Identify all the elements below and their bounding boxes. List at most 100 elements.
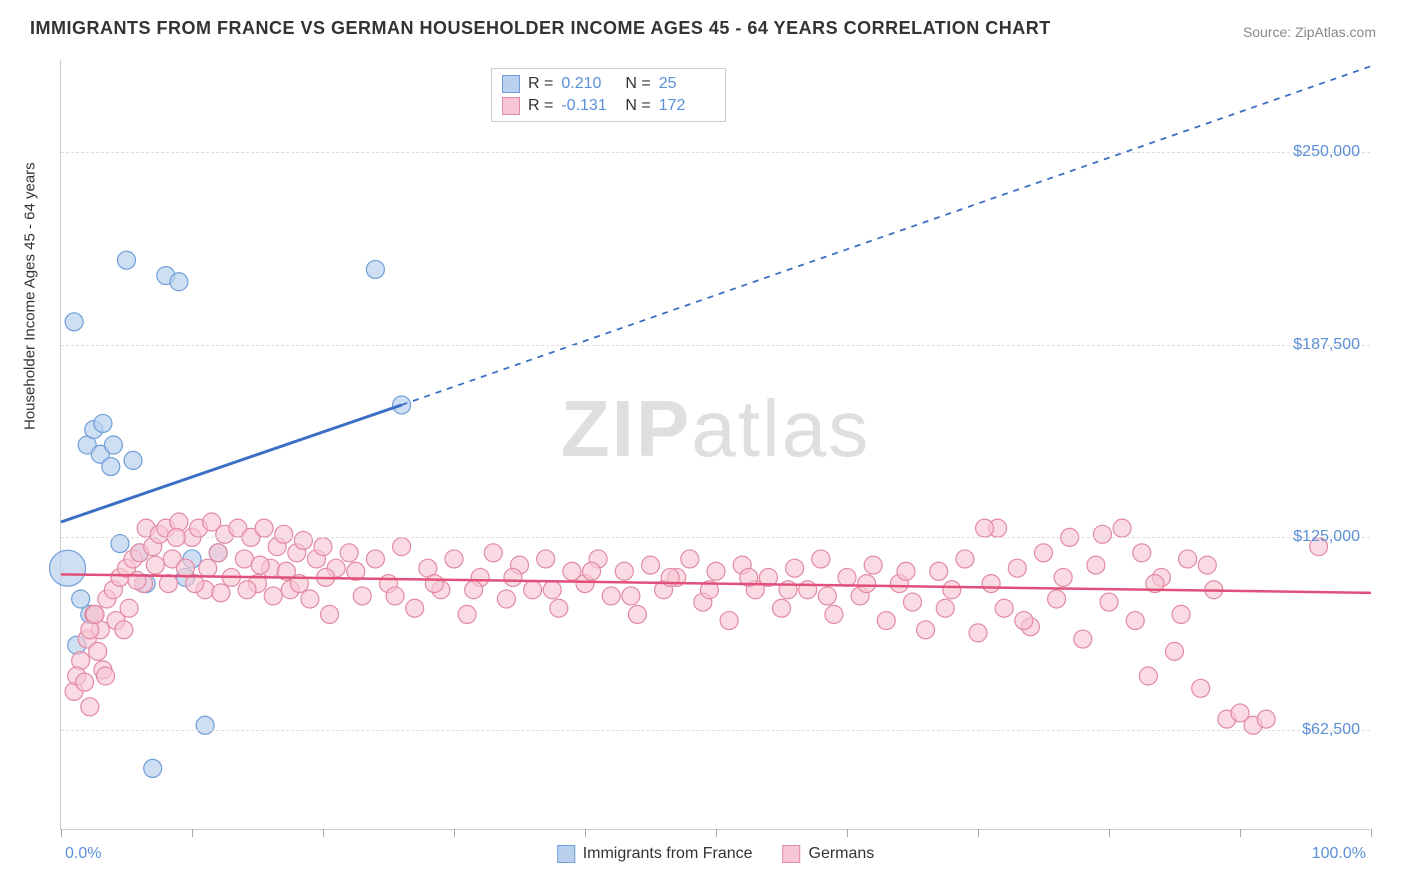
x-tick [192, 829, 193, 837]
scatter-point-germans [1093, 525, 1111, 543]
y-axis-label: Householder Income Ages 45 - 64 years [22, 162, 39, 430]
series-legend-item: Immigrants from France [557, 845, 753, 863]
stats-legend-row: R =-0.131N =172 [502, 95, 715, 117]
scatter-point-germans [1198, 556, 1216, 574]
scatter-point-germans [393, 538, 411, 556]
scatter-point-germans [1126, 612, 1144, 630]
scatter-point-germans [622, 587, 640, 605]
scatter-point-germans [86, 605, 104, 623]
gridline [61, 730, 1370, 731]
scatter-point-germans [838, 568, 856, 586]
scatter-point-germans [982, 575, 1000, 593]
scatter-point-france [196, 716, 214, 734]
scatter-point-germans [524, 581, 542, 599]
scatter-point-germans [386, 587, 404, 605]
scatter-point-germans [1139, 667, 1157, 685]
chart-svg [61, 60, 1370, 829]
scatter-point-germans [97, 667, 115, 685]
scatter-point-germans [583, 562, 601, 580]
x-tick [454, 829, 455, 837]
scatter-point-germans [1172, 605, 1190, 623]
scatter-point-germans [484, 544, 502, 562]
scatter-point-germans [406, 599, 424, 617]
legend-swatch [502, 97, 520, 115]
scatter-point-germans [550, 599, 568, 617]
scatter-point-france [366, 260, 384, 278]
scatter-point-germans [251, 556, 269, 574]
y-tick-label: $125,000 [1293, 528, 1360, 546]
scatter-point-germans [897, 562, 915, 580]
scatter-point-germans [877, 612, 895, 630]
scatter-point-germans [458, 605, 476, 623]
scatter-point-germans [1192, 679, 1210, 697]
scatter-point-france [102, 458, 120, 476]
y-tick-label: $62,500 [1302, 721, 1360, 739]
x-tick [978, 829, 979, 837]
scatter-point-germans [537, 550, 555, 568]
scatter-point-france [170, 273, 188, 291]
scatter-point-germans [465, 581, 483, 599]
scatter-point-germans [773, 599, 791, 617]
series-legend-item: Germans [783, 845, 875, 863]
scatter-point-germans [264, 587, 282, 605]
x-tick [1371, 829, 1372, 837]
scatter-point-germans [1054, 568, 1072, 586]
scatter-point-germans [930, 562, 948, 580]
series-legend-label: Immigrants from France [583, 845, 753, 863]
scatter-point-germans [904, 593, 922, 611]
scatter-point-germans [255, 519, 273, 537]
scatter-point-germans [1133, 544, 1151, 562]
scatter-point-germans [1015, 612, 1033, 630]
scatter-point-germans [786, 559, 804, 577]
stats-legend: R =0.210N =25R =-0.131N =172 [491, 68, 726, 122]
scatter-point-france [94, 414, 112, 432]
stats-legend-row: R =0.210N =25 [502, 73, 715, 95]
scatter-point-germans [1166, 642, 1184, 660]
scatter-point-germans [314, 538, 332, 556]
scatter-point-germans [159, 575, 177, 593]
scatter-point-germans [858, 575, 876, 593]
x-axis-min-label: 0.0% [65, 845, 101, 863]
chart-title: IMMIGRANTS FROM FRANCE VS GERMAN HOUSEHO… [30, 18, 1051, 39]
scatter-point-germans [976, 519, 994, 537]
scatter-point-france [65, 313, 83, 331]
scatter-point-germans [81, 698, 99, 716]
gridline [61, 537, 1370, 538]
scatter-point-france [50, 550, 86, 586]
scatter-point-germans [864, 556, 882, 574]
scatter-point-germans [504, 568, 522, 586]
scatter-point-germans [1008, 559, 1026, 577]
legend-r-label: R = [528, 75, 553, 93]
source-label: Source: ZipAtlas.com [1243, 24, 1376, 40]
scatter-point-germans [681, 550, 699, 568]
scatter-point-germans [120, 599, 138, 617]
scatter-point-germans [321, 605, 339, 623]
scatter-point-germans [1100, 593, 1118, 611]
scatter-point-germans [425, 575, 443, 593]
scatter-point-germans [1087, 556, 1105, 574]
legend-swatch [783, 845, 801, 863]
scatter-point-germans [76, 673, 94, 691]
scatter-point-germans [1113, 519, 1131, 537]
scatter-point-germans [340, 544, 358, 562]
scatter-point-germans [543, 581, 561, 599]
x-tick [847, 829, 848, 837]
scatter-point-germans [825, 605, 843, 623]
scatter-point-germans [602, 587, 620, 605]
scatter-point-germans [275, 525, 293, 543]
legend-r-value: -0.131 [561, 97, 617, 115]
scatter-point-france [118, 251, 136, 269]
gridline [61, 345, 1370, 346]
scatter-point-germans [353, 587, 371, 605]
scatter-point-germans [642, 556, 660, 574]
scatter-point-germans [917, 621, 935, 639]
scatter-point-germans [615, 562, 633, 580]
scatter-point-france [72, 590, 90, 608]
scatter-point-germans [209, 544, 227, 562]
scatter-point-germans [294, 531, 312, 549]
scatter-point-germans [1074, 630, 1092, 648]
scatter-point-germans [1048, 590, 1066, 608]
scatter-point-germans [115, 621, 133, 639]
legend-n-label: N = [625, 97, 650, 115]
scatter-point-germans [89, 642, 107, 660]
